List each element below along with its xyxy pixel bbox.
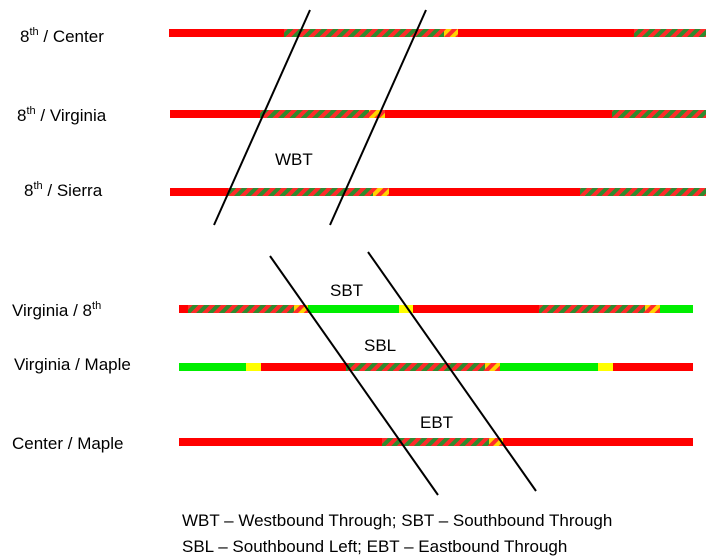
signal-segment-row3-2 (228, 188, 373, 196)
label-virginia-maple: Virginia / Maple (14, 355, 131, 374)
sb-band-line-right (367, 251, 537, 492)
label-8th-center: 8th / Center (20, 26, 104, 46)
label-8th-virginia: 8th / Virginia (17, 105, 107, 125)
signal-segment-row6-2 (382, 438, 489, 446)
signal-segment-row6-3 (489, 438, 503, 446)
signal-segment-row5-3 (261, 363, 346, 371)
signal-segment-row3-4 (389, 188, 580, 196)
signal-segment-row5-2 (246, 363, 261, 371)
wbt-label: WBT (275, 150, 313, 169)
signal-segment-row1-4 (458, 29, 634, 37)
signal-segment-row1-1 (169, 29, 284, 37)
signal-segment-row4-5 (399, 305, 413, 313)
signal-segment-row5-7 (598, 363, 613, 371)
signal-segment-row4-4 (308, 305, 399, 313)
signal-segment-row4-7 (539, 305, 645, 313)
signal-segment-row2-4 (385, 110, 612, 118)
legend-line-2: SBL – Southbound Left; EBT – Eastbound T… (182, 537, 567, 556)
signal-segment-row1-5 (634, 29, 706, 37)
signal-segment-row1-2 (284, 29, 444, 37)
signal-segment-row4-9 (660, 305, 693, 313)
signal-segment-row4-1 (179, 305, 188, 313)
signal-segment-row3-3 (373, 188, 389, 196)
signal-segment-row6-4 (503, 438, 693, 446)
sbl-label: SBL (364, 336, 396, 355)
signal-segment-row5-6 (500, 363, 598, 371)
label-center-maple: Center / Maple (12, 434, 124, 453)
signal-segment-row4-3 (294, 305, 308, 313)
signal-segment-row2-3 (369, 110, 385, 118)
signal-segment-row5-8 (613, 363, 693, 371)
label-virginia-8th: Virginia / 8th (12, 300, 101, 320)
sbt-label: SBT (330, 281, 363, 300)
signal-segment-row5-1 (179, 363, 246, 371)
wbt-band-line-left (213, 9, 311, 226)
signal-segment-row4-2 (188, 305, 294, 313)
signal-segment-row4-8 (645, 305, 660, 313)
signal-segment-row5-4 (346, 363, 485, 371)
signal-segment-row3-1 (170, 188, 228, 196)
signal-segment-row4-6 (413, 305, 539, 313)
signal-segment-row5-5 (485, 363, 500, 371)
signal-bars (169, 29, 706, 446)
signal-segment-row2-1 (170, 110, 260, 118)
ebt-label: EBT (420, 413, 453, 432)
label-8th-sierra: 8th / Sierra (24, 180, 103, 200)
sb-band-line-left (269, 255, 439, 496)
signal-segment-row3-5 (580, 188, 706, 196)
signal-segment-row2-5 (612, 110, 706, 118)
signal-segment-row2-2 (260, 110, 369, 118)
legend-line-1: WBT – Westbound Through; SBT – Southboun… (182, 511, 612, 530)
signal-segment-row1-3 (444, 29, 458, 37)
wbt-band-line-right (329, 9, 427, 226)
signal-segment-row6-1 (179, 438, 382, 446)
